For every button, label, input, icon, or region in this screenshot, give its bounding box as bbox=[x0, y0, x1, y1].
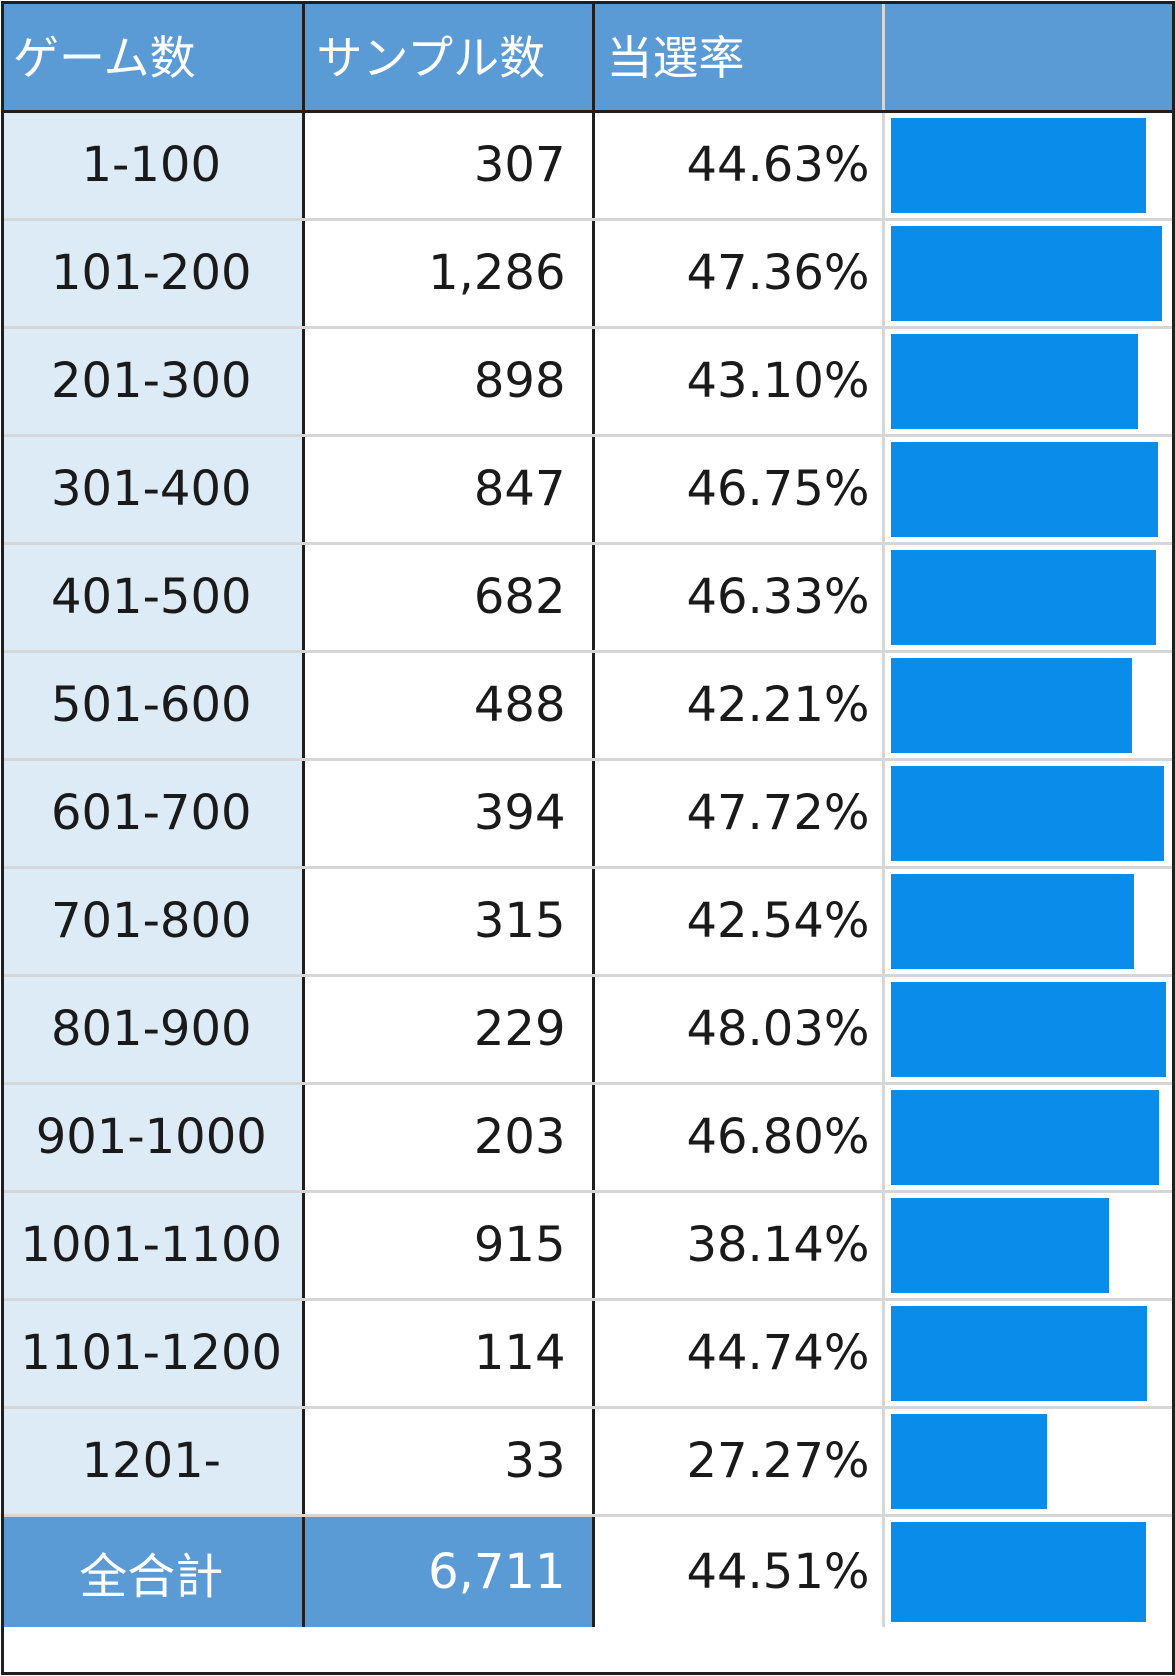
rate-bar bbox=[890, 981, 1166, 1077]
win-rate-table: ゲーム数 サンプル数 当選率 1-100 307 44.63% 101-200 1,28… bbox=[1, 1, 1175, 1627]
table-row: 1101-1200 114 44.74% bbox=[1, 1299, 1175, 1409]
total-row: 全合計 6,711 44.51% bbox=[1, 1513, 1175, 1627]
rate-bar bbox=[890, 873, 1134, 969]
table-row: 1-100 307 44.63% bbox=[1, 111, 1175, 221]
table-body: 1-100 307 44.63% 101-200 1,286 47.36% 201-300 8… bbox=[1, 111, 1175, 1517]
win-rate-cell: 44.74% bbox=[593, 1299, 885, 1409]
game-range-cell: 501-600 bbox=[1, 651, 305, 761]
sample-count-cell: 394 bbox=[303, 759, 595, 869]
win-rate-cell: 46.33% bbox=[593, 543, 885, 653]
sample-count-cell: 682 bbox=[303, 543, 595, 653]
rate-bar bbox=[890, 549, 1156, 645]
sample-count-cell: 6,711 bbox=[303, 1513, 595, 1627]
game-range-cell: 1101-1200 bbox=[1, 1299, 305, 1409]
header-bar bbox=[883, 1, 1175, 113]
sample-count-cell: 33 bbox=[303, 1407, 595, 1517]
win-rate-cell: 47.36% bbox=[593, 219, 885, 329]
win-rate-cell: 43.10% bbox=[593, 327, 885, 437]
table-row: 701-800 315 42.54% bbox=[1, 867, 1175, 977]
sample-count-cell: 898 bbox=[303, 327, 595, 437]
sample-count-cell: 315 bbox=[303, 867, 595, 977]
win-rate-cell: 46.80% bbox=[593, 1083, 885, 1193]
table-row: 301-400 847 46.75% bbox=[1, 435, 1175, 545]
win-rate-cell: 48.03% bbox=[593, 975, 885, 1085]
rate-bar-cell bbox=[883, 1191, 1175, 1301]
rate-bar bbox=[890, 657, 1132, 753]
win-rate-cell: 42.21% bbox=[593, 651, 885, 761]
rate-bar bbox=[890, 1197, 1109, 1293]
game-range-cell: 601-700 bbox=[1, 759, 305, 869]
game-range-cell: 901-1000 bbox=[1, 1083, 305, 1193]
rate-bar bbox=[890, 765, 1164, 861]
sample-count-cell: 229 bbox=[303, 975, 595, 1085]
rate-bar bbox=[890, 441, 1158, 537]
game-range-cell: 201-300 bbox=[1, 327, 305, 437]
rate-bar-cell bbox=[883, 1299, 1175, 1409]
table-row: 601-700 394 47.72% bbox=[1, 759, 1175, 869]
rate-bar-cell bbox=[883, 1513, 1175, 1627]
table-row: 801-900 229 48.03% bbox=[1, 975, 1175, 1085]
sample-count-cell: 307 bbox=[303, 111, 595, 221]
game-range-cell: 1001-1100 bbox=[1, 1191, 305, 1301]
win-rate-cell: 38.14% bbox=[593, 1191, 885, 1301]
table-row: 1001-1100 915 38.14% bbox=[1, 1191, 1175, 1301]
rate-bar bbox=[890, 1305, 1147, 1401]
sample-count-cell: 847 bbox=[303, 435, 595, 545]
rate-bar bbox=[890, 333, 1138, 429]
rate-bar-cell bbox=[883, 543, 1175, 653]
game-range-cell: 301-400 bbox=[1, 435, 305, 545]
rate-bar bbox=[890, 1089, 1159, 1185]
table-header-row: ゲーム数 サンプル数 当選率 bbox=[1, 1, 1175, 113]
rate-bar-cell bbox=[883, 975, 1175, 1085]
game-range-cell: 101-200 bbox=[1, 219, 305, 329]
rate-bar bbox=[890, 1413, 1047, 1509]
sample-count-cell: 1,286 bbox=[303, 219, 595, 329]
rate-bar bbox=[890, 117, 1146, 213]
rate-bar bbox=[890, 1521, 1146, 1622]
rate-bar-cell bbox=[883, 867, 1175, 977]
win-rate-cell: 44.51% bbox=[593, 1513, 885, 1627]
table-row: 501-600 488 42.21% bbox=[1, 651, 1175, 761]
rate-bar-cell bbox=[883, 327, 1175, 437]
game-range-cell: 1-100 bbox=[1, 111, 305, 221]
win-rate-cell: 27.27% bbox=[593, 1407, 885, 1517]
header-samples: サンプル数 bbox=[303, 1, 595, 113]
table-row: 101-200 1,286 47.36% bbox=[1, 219, 1175, 329]
rate-bar-cell bbox=[883, 111, 1175, 221]
table-row: 1201- 33 27.27% bbox=[1, 1407, 1175, 1517]
header-rate: 当選率 bbox=[593, 1, 885, 113]
table-row: 401-500 682 46.33% bbox=[1, 543, 1175, 653]
sample-count-cell: 114 bbox=[303, 1299, 595, 1409]
table-footer: 全合計 6,711 44.51% bbox=[1, 1513, 1175, 1627]
win-rate-cell: 44.63% bbox=[593, 111, 885, 221]
rate-bar-cell bbox=[883, 435, 1175, 545]
win-rate-cell: 42.54% bbox=[593, 867, 885, 977]
header-games: ゲーム数 bbox=[1, 1, 305, 113]
game-range-cell: 全合計 bbox=[1, 1513, 305, 1627]
win-rate-cell: 46.75% bbox=[593, 435, 885, 545]
win-rate-cell: 47.72% bbox=[593, 759, 885, 869]
sample-count-cell: 488 bbox=[303, 651, 595, 761]
game-range-cell: 401-500 bbox=[1, 543, 305, 653]
table-row: 201-300 898 43.10% bbox=[1, 327, 1175, 437]
sample-count-cell: 915 bbox=[303, 1191, 595, 1301]
rate-bar-cell bbox=[883, 1083, 1175, 1193]
rate-bar-cell bbox=[883, 219, 1175, 329]
table-row: 901-1000 203 46.80% bbox=[1, 1083, 1175, 1193]
rate-bar-cell bbox=[883, 759, 1175, 869]
game-range-cell: 801-900 bbox=[1, 975, 305, 1085]
rate-bar bbox=[890, 225, 1162, 321]
sample-count-cell: 203 bbox=[303, 1083, 595, 1193]
rate-bar-cell bbox=[883, 1407, 1175, 1517]
game-range-cell: 701-800 bbox=[1, 867, 305, 977]
game-range-cell: 1201- bbox=[1, 1407, 305, 1517]
rate-bar-cell bbox=[883, 651, 1175, 761]
